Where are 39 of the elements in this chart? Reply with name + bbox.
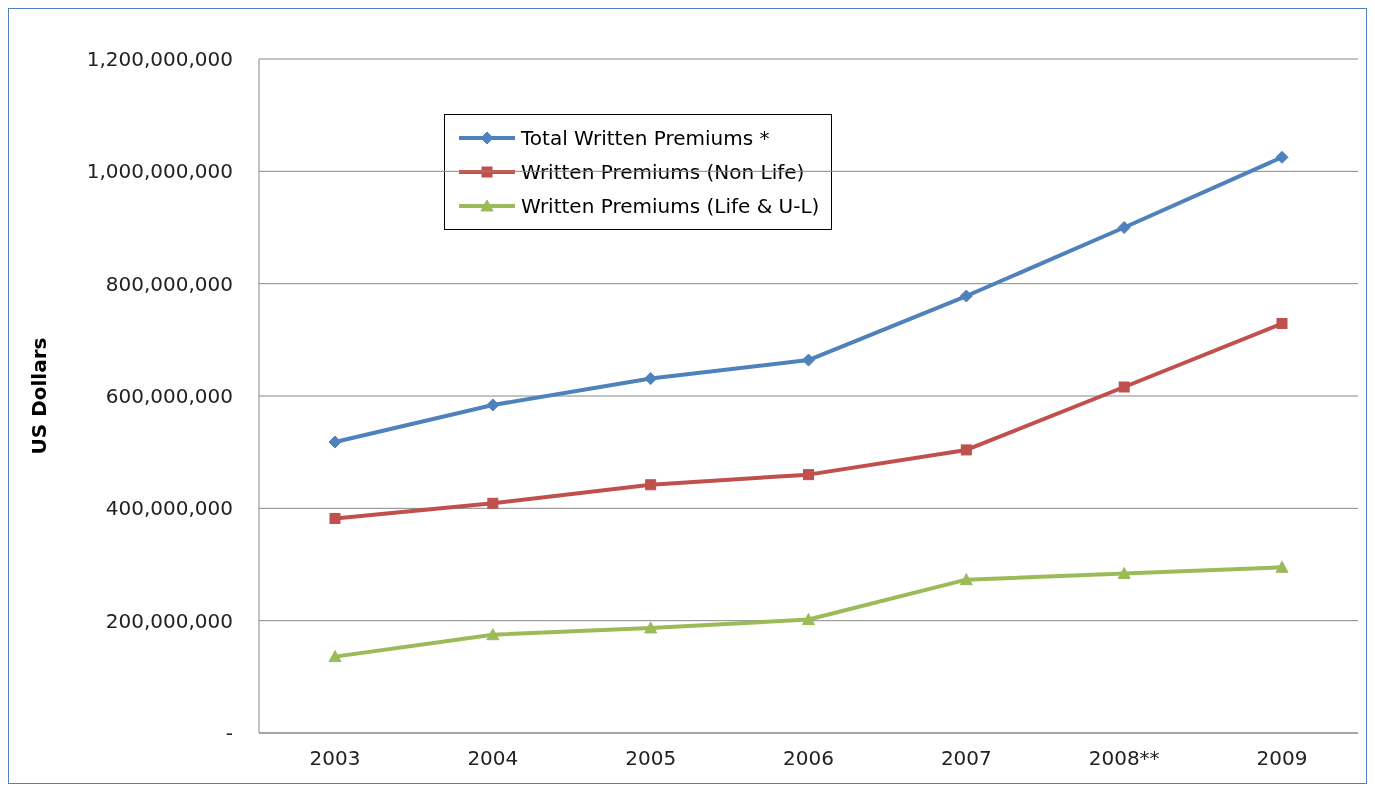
y-tick-label: 200,000,000 [105,608,233,633]
legend-label: Written Premiums (Non Life) [521,160,805,184]
legend-label: Total Written Premiums * [521,126,770,150]
y-tick-label: - [225,721,233,746]
point [644,372,658,386]
y-axis-title: US Dollars [27,337,52,455]
point [644,621,658,634]
y-tick-label: 800,000,000 [105,271,233,296]
legend-label: Written Premiums (Life & U-L) [521,194,820,218]
y-tick-label: 1,000,000,000 [86,159,233,184]
point [802,353,815,367]
point [802,613,815,626]
y-tick-label: 400,000,000 [105,496,233,521]
x-tick-label: 2006 [783,746,834,771]
point [960,444,972,456]
point [486,628,500,641]
point [1117,566,1131,579]
point [486,398,500,412]
point [329,512,341,524]
x-tick-label: 2009 [1256,746,1308,771]
x-tick-label: 2003 [309,746,361,771]
point [959,289,973,303]
x-tick-label: 2005 [625,746,677,771]
point [959,573,973,586]
point [328,650,342,663]
point [1275,150,1289,164]
point [803,469,814,481]
x-tick-label: 2008** [1088,746,1160,771]
point [328,435,342,449]
y-tick-label: 1,200,000,000 [86,47,233,72]
point [1275,560,1289,573]
point [1276,318,1288,330]
point [1118,381,1130,393]
y-tick-label: 600,000,000 [105,384,233,409]
x-tick-label: 2004 [467,746,519,771]
x-tick-label: 2007 [940,746,992,771]
point [487,497,499,509]
point [645,479,657,491]
point [1117,221,1131,234]
